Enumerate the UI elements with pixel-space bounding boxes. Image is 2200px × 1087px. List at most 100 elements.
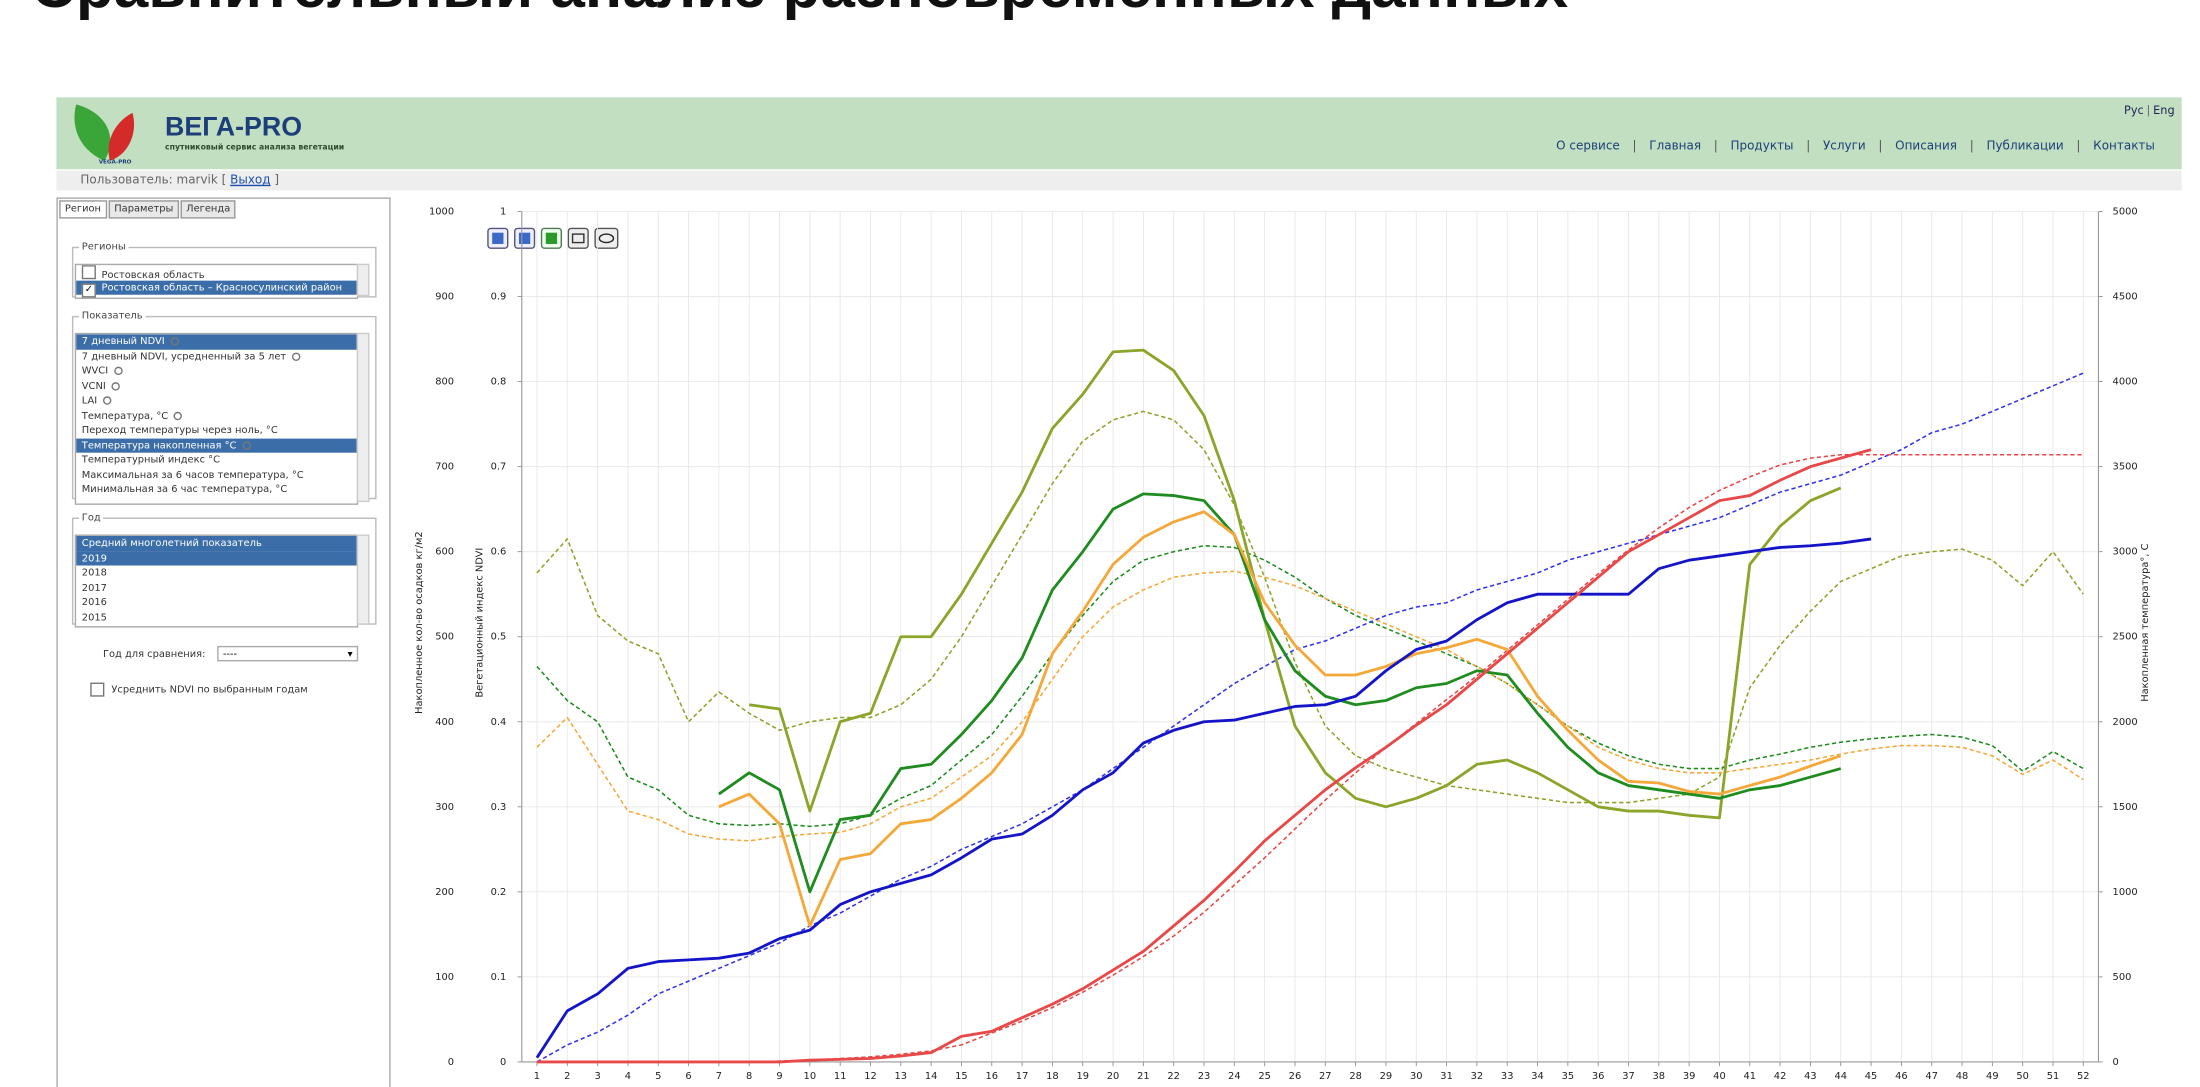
header [56,97,2182,170]
logout-link[interactable]: Выход [230,173,271,188]
y3-tick-label: 0.4 [491,717,507,728]
info-icon[interactable] [170,337,179,346]
fieldset: Регионы Ростовская область ✓ Ростовская обл… [71,241,377,299]
item-label: Температурный индекс °С [81,454,220,466]
toolbar-button[interactable] [594,227,619,249]
scrollbar [356,263,370,297]
info-icon[interactable] [102,396,112,405]
toolbar [487,227,619,249]
icon [545,232,558,244]
tab[interactable]: Легенда [180,200,236,219]
data-line [536,544,2084,828]
list-item[interactable]: 2015 [76,610,357,625]
x-tick-label: 47 [1925,1071,1938,1082]
tab[interactable]: Регион [59,200,107,219]
x-tick-label: 42 [1774,1071,1787,1082]
x-tick-label: 6 [685,1071,691,1082]
list-item[interactable]: Переход температуры через ноль, °С [76,423,357,438]
x-tick-label: 45 [1865,1071,1878,1082]
eye-icon [598,233,615,244]
list-item[interactable]: 2016 [76,595,357,610]
list-item[interactable]: VCNI [76,379,357,394]
checkbox[interactable] [90,682,105,697]
toolbar-button[interactable] [567,227,589,249]
icon [492,232,504,244]
x-tick-label: 16 [985,1071,998,1082]
data-line [536,570,2084,842]
x-tick-label: 2 [564,1071,570,1082]
info-icon[interactable] [111,381,120,390]
list-item[interactable]: 2018 [76,566,357,581]
list-item[interactable]: ✓ Ростовская область – Красносулинский ра… [76,279,357,297]
x-tick-label: 10 [804,1071,817,1082]
nav-link[interactable]: Контакты [2093,139,2155,154]
y2-tick-label: 1000 [2113,887,2138,898]
y2-tick-label: 4500 [2113,292,2138,303]
x-tick-label: 4 [625,1071,631,1082]
x-tick-label: 34 [1531,1071,1544,1082]
select-arrow: ▾ [347,648,353,661]
y2-tick-label: 3500 [2113,462,2138,473]
select-value: ---- [222,648,238,661]
x-tick-label: 19 [1076,1071,1089,1082]
info-icon[interactable] [113,366,123,376]
info-icon[interactable] [173,411,183,420]
list-item[interactable]: 2017 [76,580,357,595]
logo[interactable]: VEGA-PRO [68,99,153,170]
tagline: спутниковый сервис анализа вегетации [165,143,345,153]
tab[interactable]: Параметры [108,200,179,219]
list-item[interactable]: 7 дневный NDVI [76,334,357,350]
info-icon[interactable] [291,351,301,361]
checkbox[interactable] [81,265,96,280]
x-tick-label: 8 [746,1071,752,1082]
list-item[interactable]: LAI [76,393,357,408]
x-tick-label: 22 [1167,1071,1180,1082]
scrollbar [356,332,370,503]
user-label: Пользователь: marvik [ [80,173,227,188]
info-icon[interactable] [242,440,251,450]
item-label: 2017 [81,581,107,594]
language-switch: Рус | Eng [2124,104,2175,117]
list-item[interactable]: Максимальная за 6 часов температура, °С [76,468,357,483]
scrollbar [356,534,370,625]
y2-tick-label: 0 [2113,1057,2119,1068]
list-item[interactable]: 7 дневный NDVI, усредненный за 5 лет [76,349,357,364]
x-tick-label: 39 [1683,1071,1696,1082]
item-label: Переход температуры через ноль, °С [81,424,278,436]
checkbox[interactable]: ✓ [81,282,96,297]
list-item[interactable]: Температурный индекс °С [76,453,357,468]
x-tick-label: 33 [1501,1071,1514,1082]
y-tick-label: 0 [448,1057,454,1068]
x-tick-label: 31 [1440,1071,1453,1082]
nav-link[interactable]: Публикации [1986,139,2064,154]
logo-leaf [74,104,111,161]
x-tick-label: 37 [1622,1071,1635,1082]
list-item[interactable]: WVCI [76,364,357,379]
list-item[interactable]: 2019 [76,550,357,566]
y-tick-label: 500 [435,632,454,643]
nav-link[interactable]: Описания [1895,139,1958,154]
x-tick-label: 18 [1046,1071,1059,1082]
list-item[interactable]: Температура накопленная °С [76,437,357,453]
nav-link[interactable]: Главная [1649,139,1702,154]
x-tick-label: 36 [1592,1071,1605,1082]
nav-link[interactable]: Продукты [1730,139,1794,154]
list-item[interactable]: Температура, °С [76,408,357,423]
list-item[interactable]: Ростовская область [76,265,357,281]
compare-select[interactable]: ---- ▾ [217,645,359,662]
separator: | [1806,139,1811,154]
language-link[interactable]: Рус [2124,104,2144,118]
list-item[interactable]: Средний многолетний показатель [76,535,357,551]
language-link[interactable]: Eng [2153,104,2175,118]
y-tick-label: 1000 [429,207,454,218]
x-tick-label: 27 [1319,1071,1332,1082]
fieldset-legend: Показатель [81,310,143,322]
separator: | [1713,139,1718,154]
nav-link[interactable]: О сервисе [1556,139,1620,154]
list-item[interactable]: Минимальная за 6 час температура, °С [76,482,357,497]
x-tick-label: 50 [2016,1071,2029,1082]
nav-link[interactable]: Услуги [1822,139,1866,154]
x-tick-label: 24 [1228,1071,1241,1082]
separator: | [2076,139,2081,154]
